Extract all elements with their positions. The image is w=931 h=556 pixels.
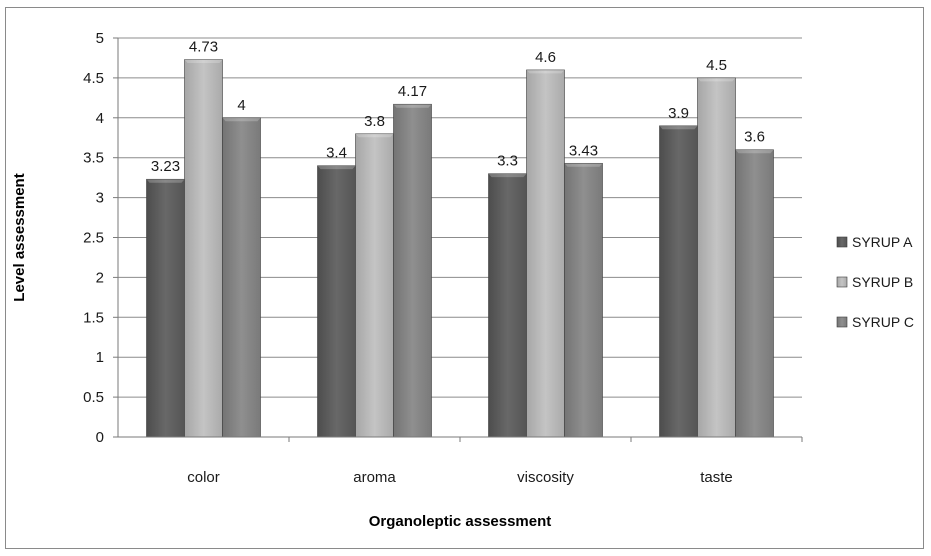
data-label: 3.9 bbox=[668, 105, 689, 122]
data-label: 4.5 bbox=[706, 57, 727, 74]
y-tick-label: 2 bbox=[96, 269, 104, 286]
bar-bevel bbox=[659, 125, 698, 130]
bar bbox=[488, 173, 527, 438]
labels: 0 0.5 1 1.5 2 2.5 3 3.5 4 4.5 5 3.23 4.73 4 color 3.4 3.… bbox=[11, 30, 765, 530]
y-tick-label: 5 bbox=[96, 30, 104, 47]
legend-swatch bbox=[836, 236, 848, 248]
bar bbox=[184, 59, 223, 438]
bar-bevel bbox=[222, 117, 261, 122]
bars bbox=[146, 59, 774, 438]
bar-bevel bbox=[735, 149, 774, 154]
data-label: 4.73 bbox=[189, 39, 218, 56]
bar-bevel bbox=[146, 179, 185, 183]
y-tick-label: 3 bbox=[96, 190, 104, 207]
legend-label: SYRUP C bbox=[852, 314, 914, 330]
y-tick-label: 1 bbox=[96, 349, 104, 366]
bar-bevel bbox=[355, 133, 394, 138]
y-tick-label: 3.5 bbox=[83, 150, 104, 167]
bar-bevel bbox=[184, 59, 223, 64]
data-label: 3.23 bbox=[151, 158, 180, 175]
legend: SYRUP A SYRUP B SYRUP C bbox=[836, 234, 914, 330]
bar bbox=[317, 165, 356, 438]
legend-label: SYRUP B bbox=[852, 274, 913, 290]
bar bbox=[393, 103, 432, 438]
data-label: 4.6 bbox=[535, 49, 556, 66]
y-tick-label: 4.5 bbox=[83, 70, 104, 87]
data-label: 3.43 bbox=[569, 142, 598, 159]
y-tick-label: 0.5 bbox=[83, 389, 104, 406]
data-label: 4.17 bbox=[398, 83, 427, 100]
data-label: 3.6 bbox=[744, 129, 765, 146]
y-tick-label: 2.5 bbox=[83, 230, 104, 247]
legend-swatch bbox=[836, 276, 848, 288]
data-label: 4 bbox=[237, 97, 245, 114]
data-label: 3.8 bbox=[364, 113, 385, 130]
bar-bevel bbox=[564, 163, 603, 167]
bar bbox=[697, 77, 736, 438]
bar-bevel bbox=[697, 77, 736, 82]
x-tick-label: taste bbox=[700, 469, 733, 486]
bar bbox=[659, 125, 698, 438]
bar-bevel bbox=[393, 104, 432, 108]
axes bbox=[113, 37, 803, 442]
x-axis-title: Organoleptic assessment bbox=[369, 513, 552, 530]
y-tick-label: 0 bbox=[96, 429, 104, 446]
bar bbox=[222, 117, 261, 438]
y-tick-label: 4 bbox=[96, 110, 104, 127]
data-label: 3.3 bbox=[497, 153, 518, 170]
x-tick-label: color bbox=[187, 469, 220, 486]
x-tick-label: viscosity bbox=[517, 469, 574, 486]
bar-bevel bbox=[317, 165, 356, 170]
bar bbox=[526, 69, 565, 438]
legend-label: SYRUP A bbox=[852, 234, 913, 250]
y-tick-label: 1.5 bbox=[83, 309, 104, 326]
y-axis-title: Level assessment bbox=[11, 173, 28, 301]
bar-bevel bbox=[488, 173, 527, 178]
bar bbox=[146, 178, 185, 438]
bar bbox=[564, 162, 603, 438]
bar bbox=[735, 149, 774, 438]
data-label: 3.4 bbox=[326, 145, 347, 162]
bar bbox=[355, 133, 394, 438]
legend-swatch bbox=[836, 316, 848, 328]
x-tick-label: aroma bbox=[353, 469, 396, 486]
bar-bevel bbox=[526, 69, 565, 74]
